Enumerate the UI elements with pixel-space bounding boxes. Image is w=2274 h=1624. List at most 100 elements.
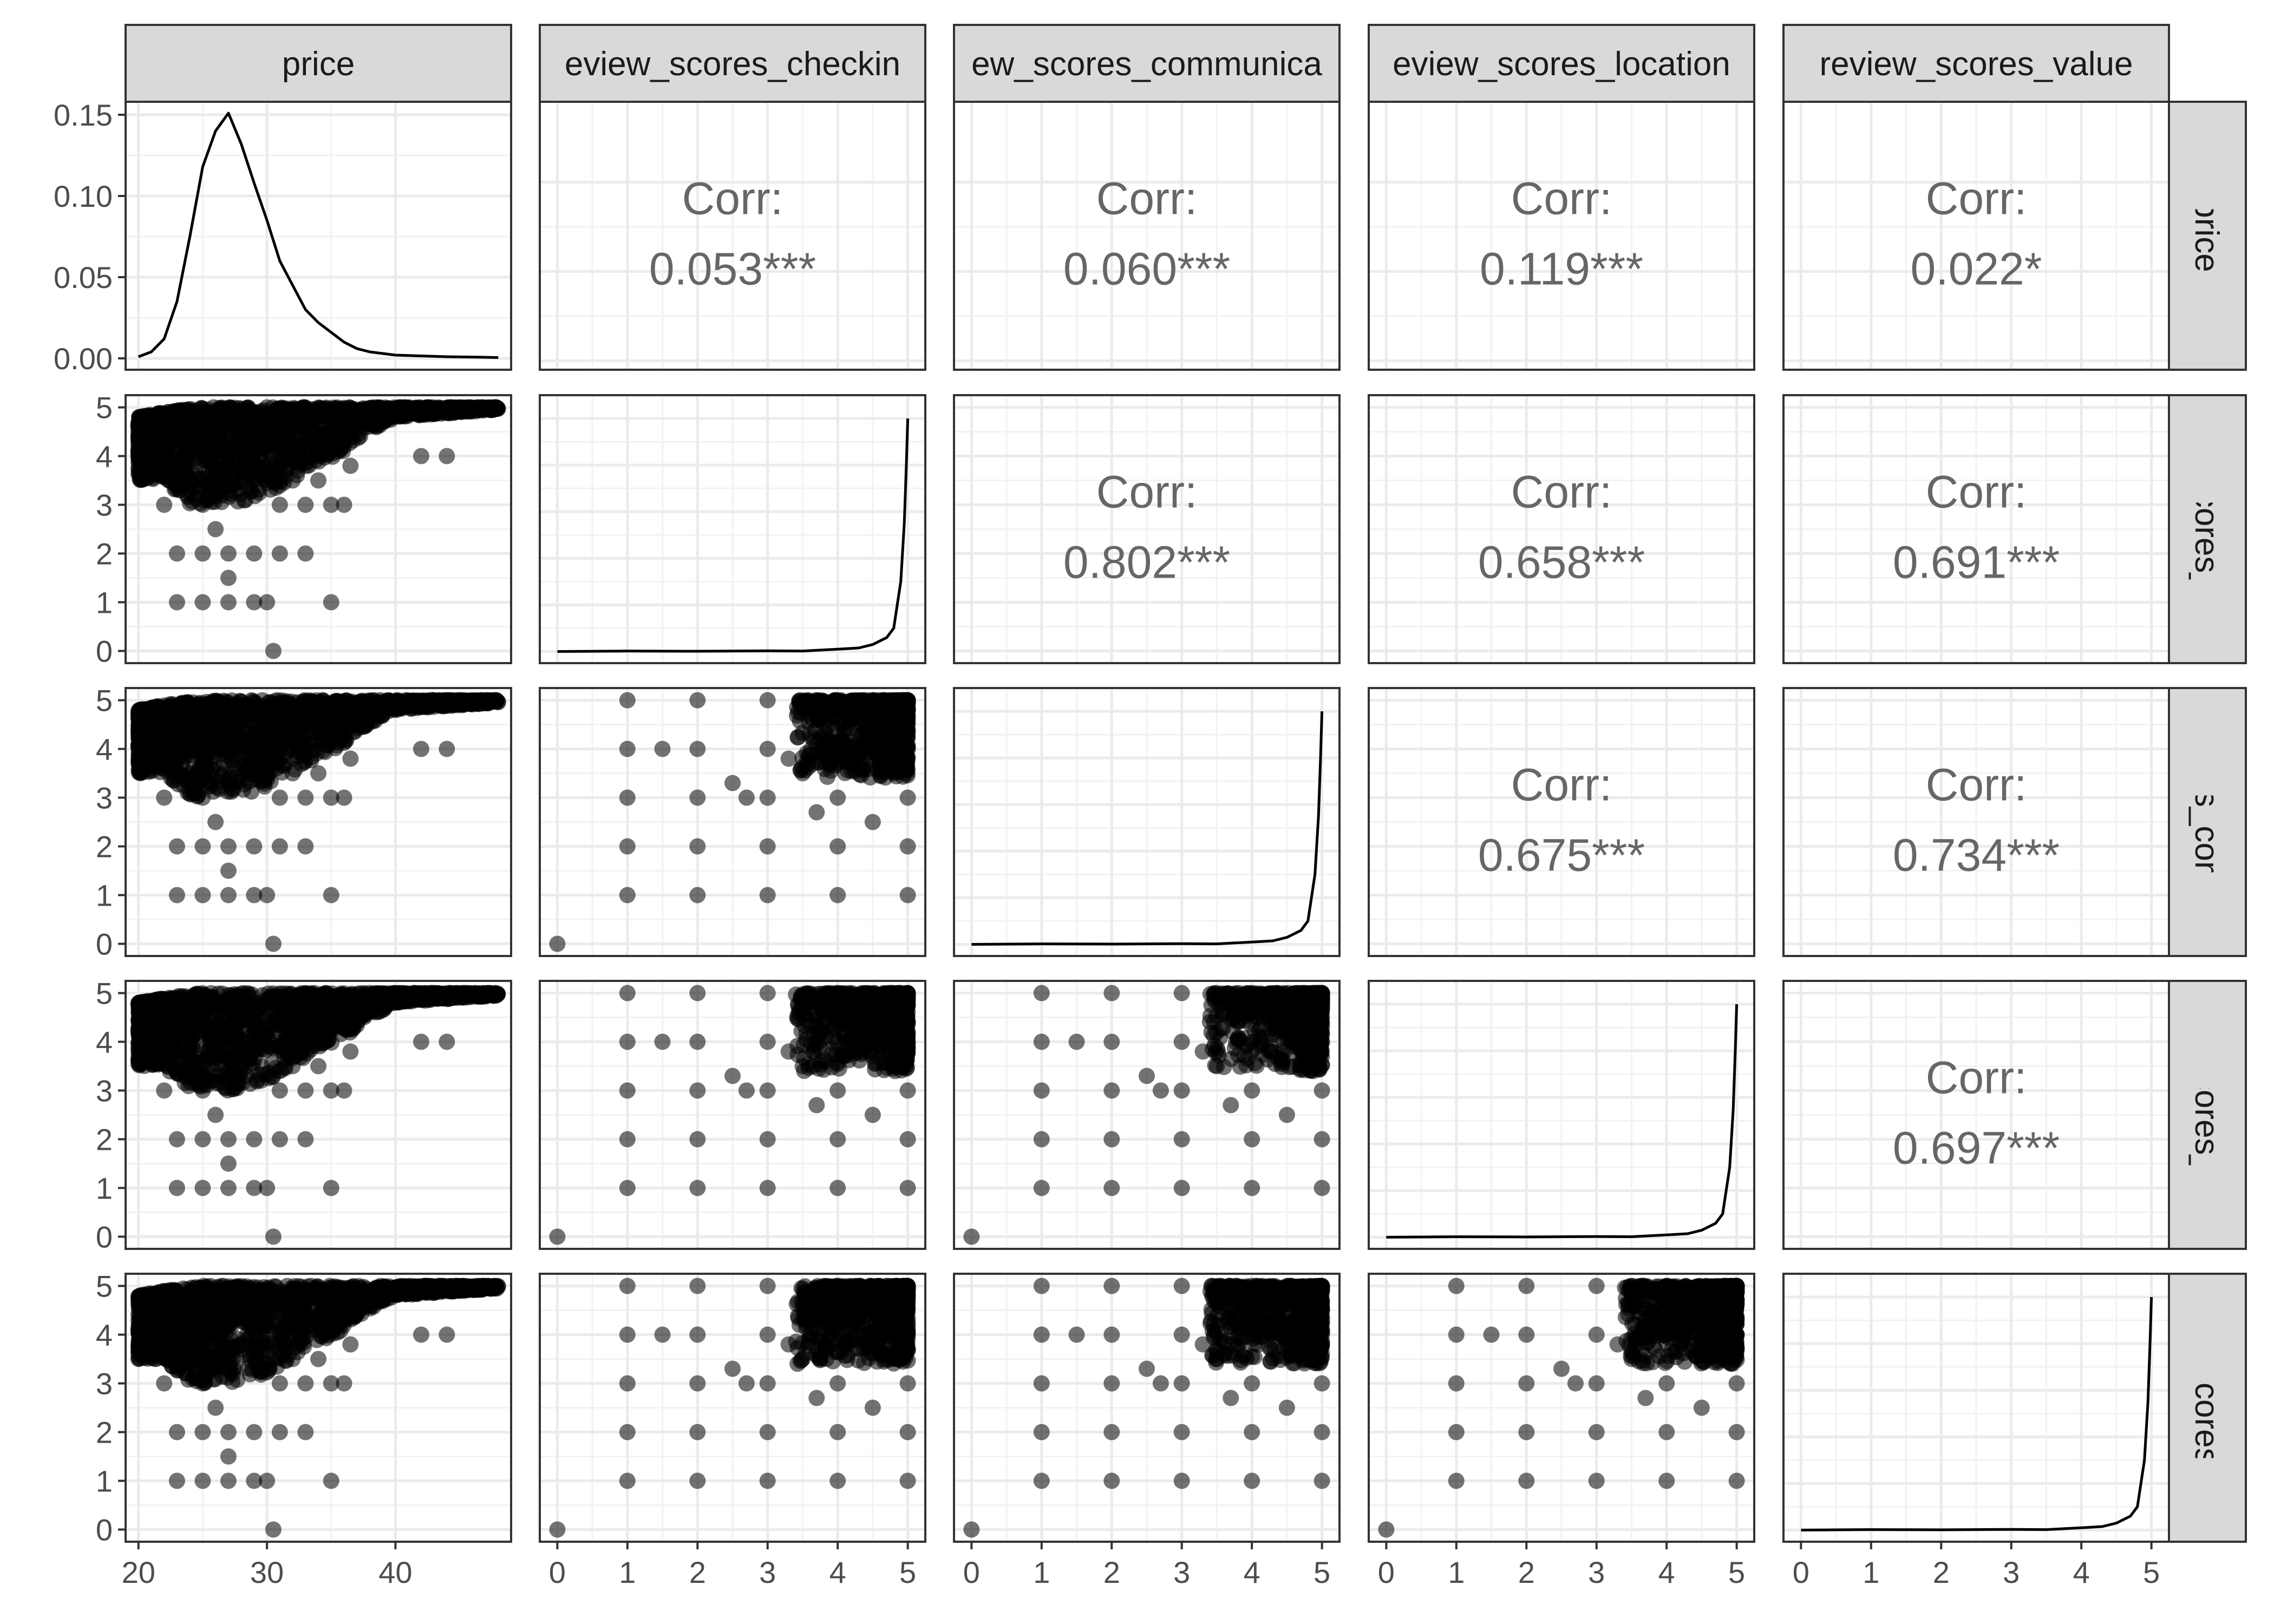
scatter-point: [233, 755, 250, 772]
scatter-point: [169, 728, 186, 744]
scatter-point: [364, 713, 381, 730]
panel-3-0: [125, 980, 512, 1250]
scatter-point: [899, 789, 916, 806]
panel-grid: [1369, 395, 1754, 663]
scatter-point: [266, 475, 283, 491]
scatter-point: [218, 442, 234, 459]
scatter-point: [194, 439, 211, 456]
scatter-point: [194, 887, 211, 903]
scatter-point: [342, 457, 359, 474]
scatter-point: [156, 789, 173, 806]
panel-border: [125, 394, 512, 664]
corr-value: 0.691***: [1893, 537, 2060, 588]
scatter-point: [280, 420, 297, 436]
scatter-point: [246, 838, 263, 855]
scatter-point: [298, 455, 315, 471]
scatter-point: [325, 717, 341, 734]
scatter-point: [308, 745, 325, 762]
scatter-point: [181, 408, 198, 424]
scatter-point: [860, 761, 877, 777]
scatter-point: [899, 741, 916, 757]
scatter-point: [265, 643, 282, 659]
scatter-point: [168, 594, 185, 611]
scatter-point: [207, 814, 224, 830]
scatter-point: [297, 789, 314, 806]
scatter-point: [178, 437, 194, 454]
scatter-point: [323, 594, 339, 611]
panel-grid: [540, 102, 925, 370]
scatter-point: [336, 496, 352, 513]
scatter-point: [799, 751, 816, 768]
panel-1-3: Corr:0.658***: [1368, 394, 1755, 664]
corr-label: Corr:: [1926, 467, 2027, 518]
scatter-point: [759, 789, 776, 806]
scatter-point: [619, 789, 636, 806]
panel-0-1: Corr:0.053***: [539, 101, 926, 371]
corr-label: Corr:: [1096, 467, 1198, 518]
scatter-point: [211, 773, 227, 790]
corr-value: 0.675***: [1478, 830, 1645, 881]
scatter-point: [829, 789, 846, 806]
scatter-point: [780, 750, 797, 767]
scatter-point: [395, 405, 412, 421]
scatter-point: [347, 723, 364, 739]
scatter-point: [738, 789, 755, 806]
scatter-point: [215, 480, 232, 496]
scatter-point: [455, 400, 471, 416]
scatter-point: [240, 399, 257, 416]
panel-2-1: [539, 687, 926, 957]
panel-grid: [1783, 688, 2169, 956]
scatter-point: [223, 424, 239, 441]
scatter-point: [864, 716, 881, 733]
corr-value: 0.734***: [1893, 830, 2060, 881]
scatter-point: [308, 401, 324, 418]
scatter-point: [271, 496, 288, 513]
scatter-point: [271, 441, 288, 458]
scatter-point: [323, 789, 339, 806]
panel-grid: [1783, 102, 2169, 370]
scatter-point: [172, 696, 188, 712]
panel-border: [539, 687, 926, 957]
panel-border: [1368, 394, 1755, 664]
scatter-point: [421, 401, 437, 418]
scatter-point: [885, 702, 902, 718]
scatter-point: [689, 887, 706, 903]
scatter-point: [619, 741, 636, 757]
scatter-point: [284, 693, 300, 710]
scatter-point: [190, 724, 207, 741]
scatter-point: [858, 697, 874, 713]
scatter-point: [759, 692, 776, 709]
scatter-point: [212, 412, 229, 429]
panel-grid: [954, 688, 1339, 956]
density-line: [138, 112, 499, 359]
scatter-point: [403, 694, 420, 711]
scatter-point: [814, 694, 831, 710]
scatter-point: [162, 755, 179, 772]
scatter-point: [225, 782, 241, 798]
scatter-point: [297, 545, 314, 562]
scatter-point: [171, 477, 187, 494]
panel-border: [125, 687, 512, 957]
scatter-point: [302, 724, 319, 741]
scatter-point: [321, 401, 338, 418]
scatter-point: [192, 700, 209, 717]
scatter-point: [266, 754, 283, 770]
scatter-point: [217, 467, 234, 484]
scatter-point: [829, 692, 846, 709]
scatter-point: [215, 755, 232, 771]
corr-label: Corr:: [1511, 173, 1612, 224]
panel-grid: [954, 395, 1339, 663]
scatter-point: [347, 698, 364, 715]
scatter-point: [724, 775, 741, 791]
scatter-point: [194, 496, 211, 513]
density-line: [971, 711, 1324, 946]
scatter-group: [549, 692, 916, 952]
scatter-point: [168, 545, 185, 562]
scatter-point: [336, 789, 352, 806]
scatter-point: [899, 692, 916, 709]
scatter-point: [265, 935, 282, 952]
scatter-point: [342, 750, 359, 767]
scatter-point: [413, 741, 429, 757]
scatter-point: [898, 719, 915, 736]
scatter-point: [794, 765, 811, 782]
